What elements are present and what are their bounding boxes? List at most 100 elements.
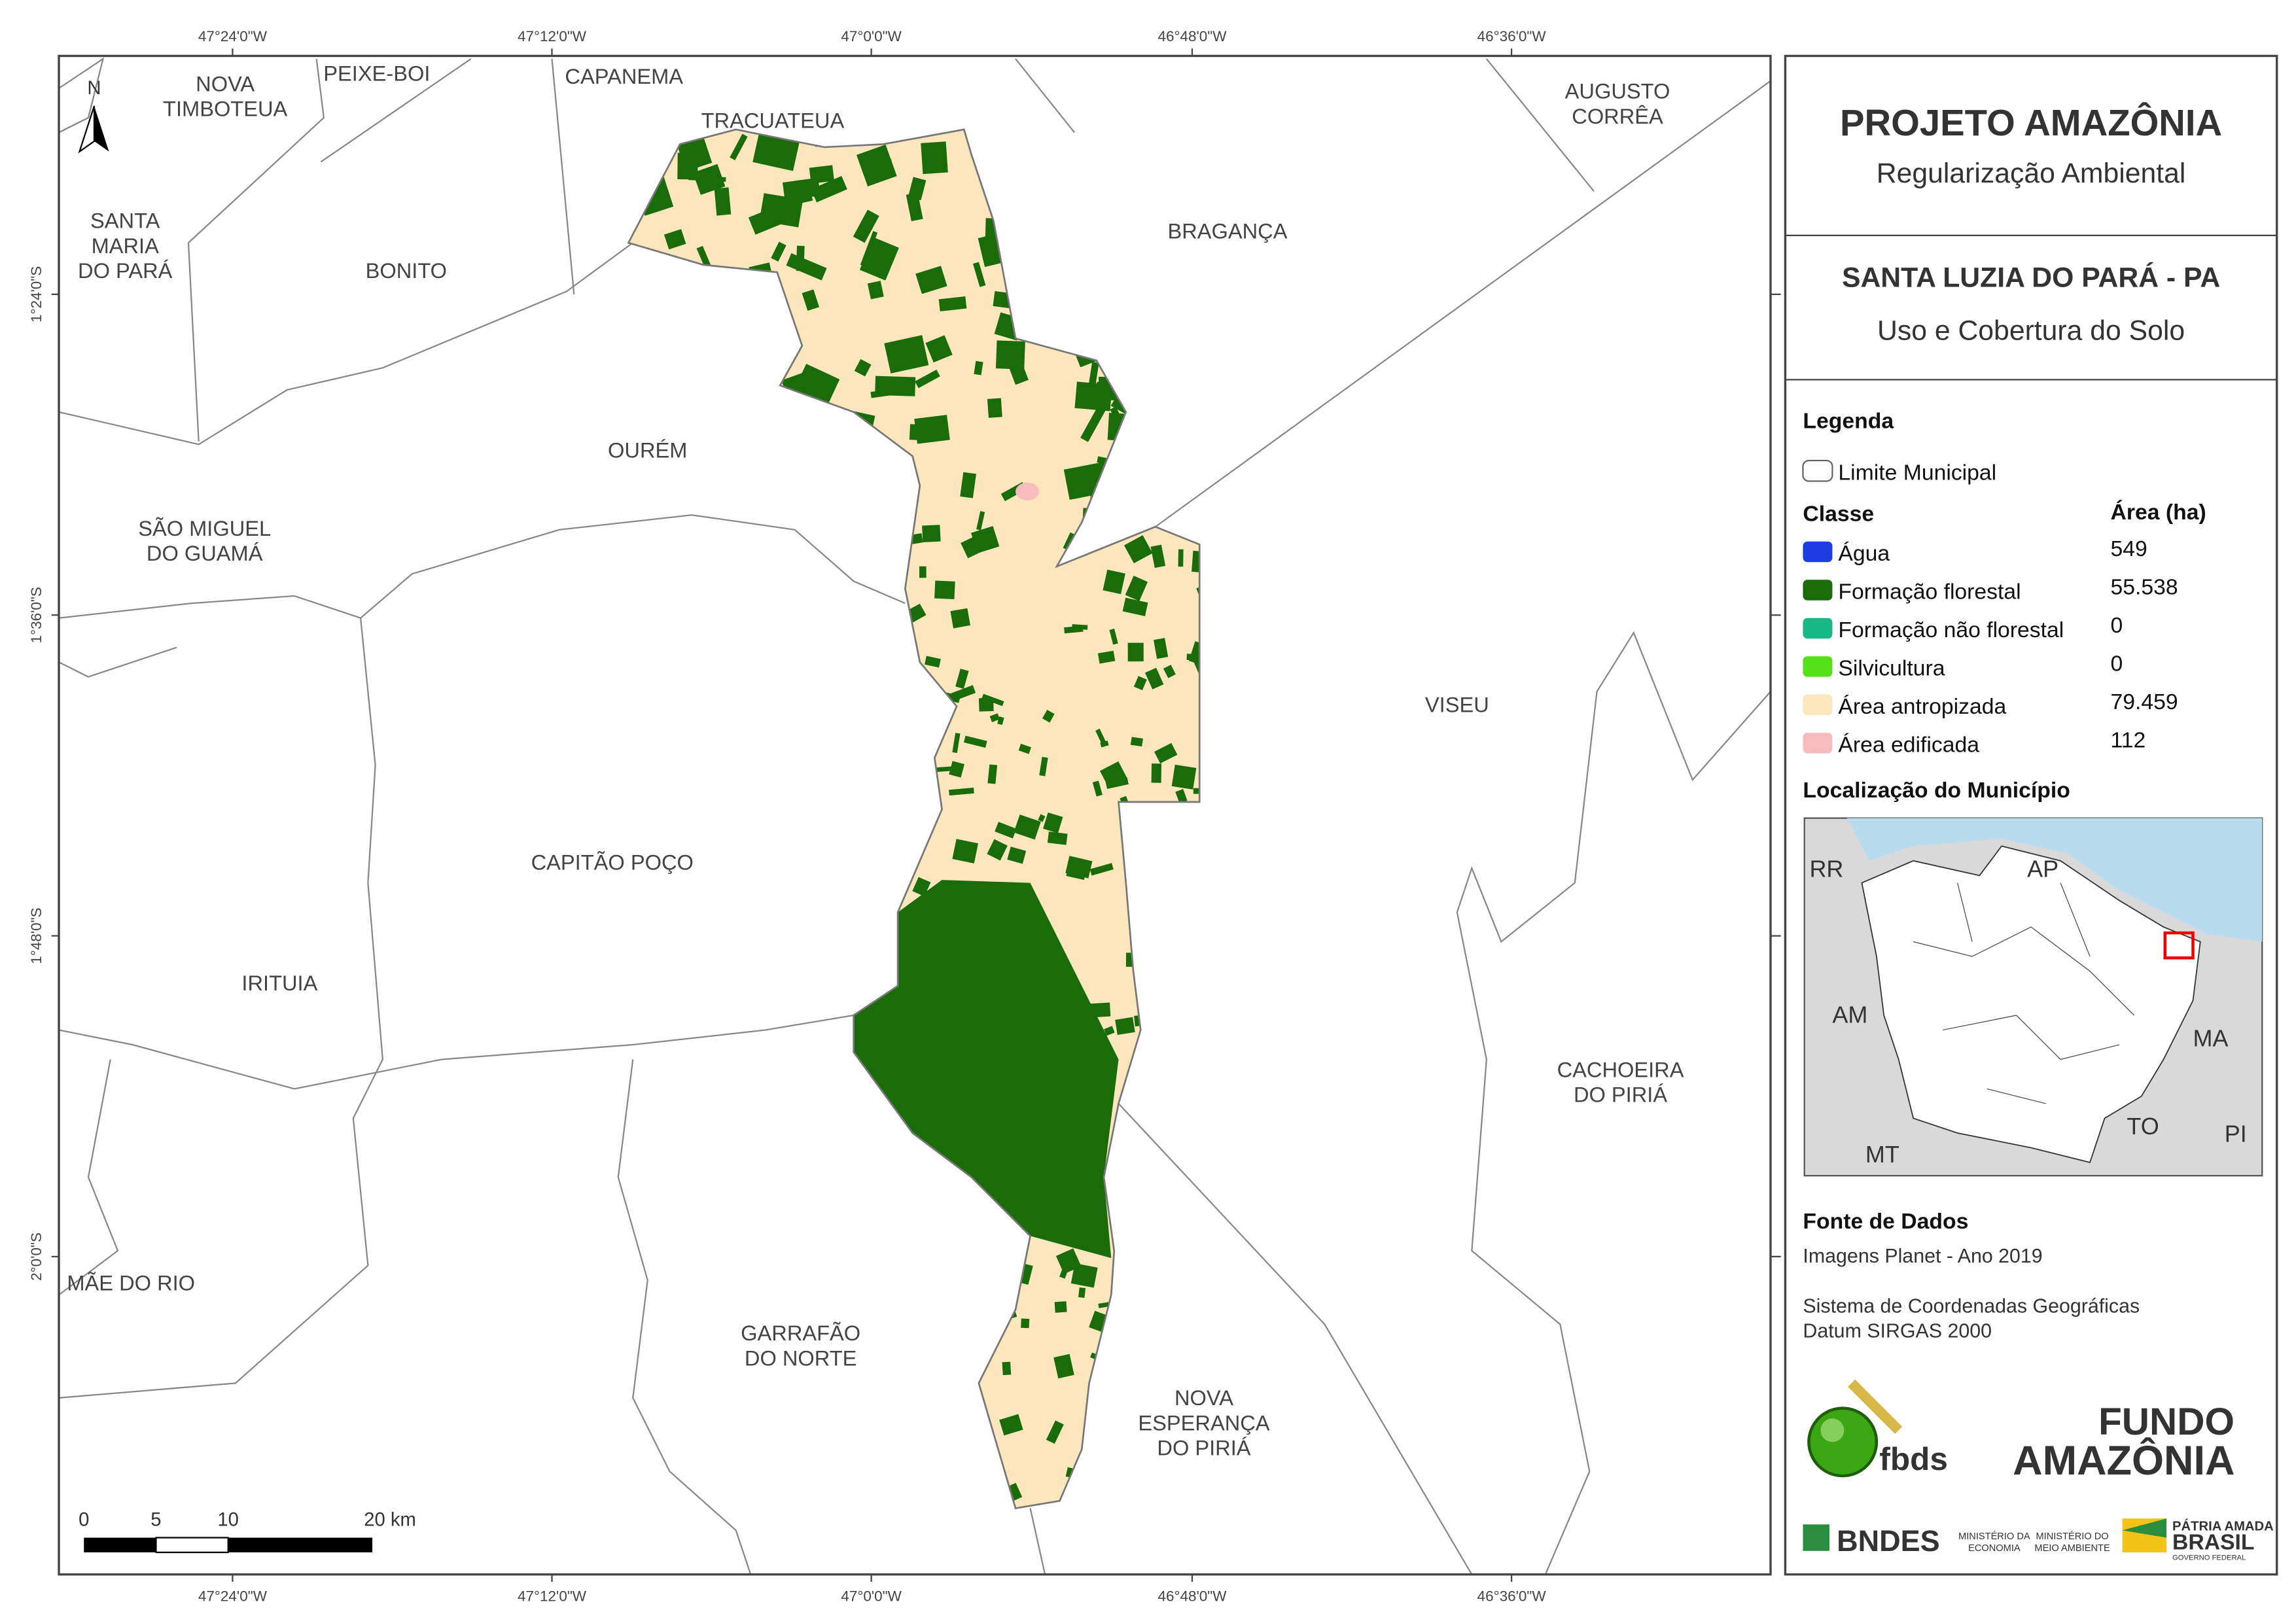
forest-patch: [972, 262, 986, 287]
forest-patch: [1078, 1287, 1086, 1299]
forest-patch: [1104, 1026, 1115, 1036]
forest-patch: [906, 192, 923, 222]
forest-patch: [696, 245, 711, 268]
forest-patch: [995, 822, 1017, 839]
fundo-text: AMAZÔNIA: [2013, 1437, 2234, 1484]
forest-patch: [951, 685, 976, 701]
forest-patch: [1047, 831, 1068, 845]
forest-patch: [1127, 642, 1144, 662]
place-label: ESPERANÇA: [1138, 1410, 1269, 1435]
forest-patch: [1130, 737, 1143, 747]
forest-patch: [1039, 756, 1048, 777]
legend-swatch: [1803, 580, 1833, 601]
forest-patch: [1125, 576, 1148, 601]
forest-patch: [925, 335, 953, 363]
forest-patch: [1066, 864, 1087, 881]
urban-patch: [1016, 482, 1040, 500]
header-subtitle: Regularização Ambiental: [1877, 158, 2186, 189]
forest-patch: [1042, 710, 1055, 723]
place-label: DO GUAMÁ: [147, 541, 263, 565]
state-label: RR: [1809, 856, 1843, 882]
source-line: Sistema de Coordenadas Geográficas: [1803, 1295, 2140, 1317]
forest-patch: [1021, 1318, 1030, 1329]
source-line: Datum SIRGAS 2000: [1803, 1321, 1992, 1342]
forest-patch: [1007, 846, 1027, 864]
forest-patch: [1105, 777, 1129, 790]
area-header: Área (ha): [2111, 500, 2206, 525]
legend-class: Formação não florestal: [1838, 618, 2064, 642]
forest-patch: [955, 669, 969, 689]
brasil-text: GOVERNO FEDERAL: [2172, 1554, 2246, 1562]
forest-patch: [809, 165, 835, 184]
legend-swatch: [1803, 618, 1833, 639]
place-label: MÃE DO RIO: [67, 1271, 195, 1295]
forest-patch: [811, 176, 847, 203]
forest-patch: [925, 655, 941, 668]
forest-patch: [999, 1414, 1023, 1436]
forest-patch: [1046, 1420, 1064, 1444]
forest-patch: [1115, 1017, 1135, 1035]
forest-patch: [915, 369, 940, 389]
forest-patch: [771, 241, 786, 262]
fbds-text: fbds: [1879, 1441, 1947, 1477]
ministry-text: MINISTÉRIO DA: [1958, 1531, 2030, 1542]
forest-patch: [952, 733, 961, 754]
forest-patch: [978, 697, 994, 712]
north-label: N: [87, 78, 101, 99]
longitude-label: 47°24'0"W: [198, 28, 268, 44]
forest-patch: [1038, 814, 1046, 822]
map-subtitle: Uso e Cobertura do Solo: [1877, 315, 2185, 347]
state-labels: RR AP AM MA MT TO PI: [1809, 856, 2246, 1168]
forest-patch: [1021, 820, 1037, 836]
place-label: DO NORTE: [745, 1346, 857, 1370]
place-label: VISEU: [1425, 693, 1489, 717]
place-label: DO PIRIÁ: [1157, 1436, 1250, 1460]
forest-patch: [802, 289, 820, 311]
forest-patch: [974, 360, 983, 375]
forest-patch: [1002, 1361, 1012, 1376]
forest-patch: [989, 713, 1000, 723]
sources-title: Fonte de Dados: [1803, 1209, 1968, 1234]
forest-patch: [714, 187, 732, 216]
forest-patch: [786, 253, 827, 281]
legend-title: Legenda: [1803, 409, 1894, 434]
fbds-logo: [1807, 1406, 1879, 1478]
forest-patch: [1150, 544, 1166, 568]
ministry-text: MEIO AMBIENTE: [2034, 1543, 2110, 1554]
forest-patch: [961, 536, 982, 559]
forest-patch: [853, 209, 879, 243]
forest-patch: [875, 375, 916, 396]
forest-patch: [1154, 638, 1169, 659]
forest-patch: [921, 141, 948, 175]
legend-area: 549: [2111, 536, 2147, 561]
place-label: BONITO: [366, 258, 447, 283]
class-header: Classe: [1803, 501, 1874, 526]
forest-patch: [1192, 652, 1200, 676]
forest-patch: [964, 735, 987, 748]
scale-label: 10: [217, 1510, 239, 1531]
scale-label: 5: [150, 1510, 161, 1531]
forest-patch: [995, 340, 1025, 370]
forest-patch: [950, 608, 970, 629]
forest-patch: [987, 839, 1008, 861]
ministry-text: ECONOMIA: [1968, 1543, 2021, 1554]
forest-patch: [1192, 550, 1200, 574]
forest-patch: [1089, 863, 1114, 876]
longitude-label: 47°0'0"W: [841, 28, 902, 44]
longitude-label: 47°0'0"W: [841, 1588, 902, 1604]
forest-patch: [1097, 650, 1116, 664]
forest-patch: [949, 761, 964, 778]
longitude-label: 46°36'0"W: [1477, 1588, 1547, 1604]
forest-patch: [1103, 569, 1125, 595]
logos: fbds FUNDO AMAZÔNIA BNDES MINISTÉRIO DA …: [1803, 1379, 2274, 1562]
forest-patch: [1163, 665, 1176, 678]
place-label: SÃO MIGUEL: [138, 516, 271, 540]
place-label: AUGUSTO: [1565, 79, 1670, 103]
ministry-text: MINISTÉRIO DO: [2036, 1531, 2108, 1542]
north-arrow: N: [78, 78, 109, 154]
place-label: NOVA: [1174, 1386, 1233, 1410]
forest-patch: [854, 358, 872, 377]
forest-patch: [1092, 780, 1103, 797]
map-frame: [58, 54, 1772, 1576]
state-label: TO: [2127, 1113, 2159, 1140]
